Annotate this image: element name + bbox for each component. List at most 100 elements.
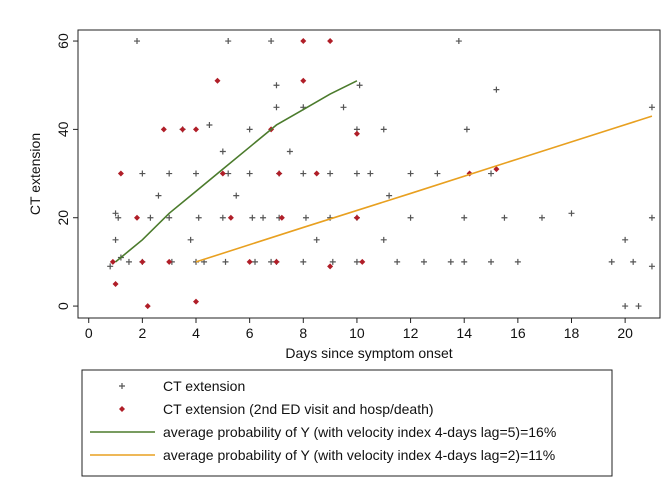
point [273,258,280,265]
point [514,258,521,265]
point [147,214,154,221]
point [278,214,285,221]
point [327,38,334,45]
x-tick-label: 10 [349,325,365,341]
point [112,236,119,243]
point [273,104,280,111]
point [493,166,500,173]
point [434,170,441,177]
point [302,214,309,221]
point [246,170,253,177]
point [144,303,151,310]
point [340,104,347,111]
point [300,258,307,265]
point [166,214,173,221]
point [219,148,226,155]
point [353,130,360,137]
point [359,258,366,265]
point [206,121,213,128]
point [260,214,267,221]
x-tick-label: 2 [138,325,146,341]
point [630,258,637,265]
point [622,303,629,310]
point [233,192,240,199]
point [225,38,232,45]
point [219,170,226,177]
point [139,170,146,177]
point [214,77,221,84]
point [455,38,462,45]
trend-line [115,80,358,263]
x-tick-label: 18 [564,325,580,341]
point [635,303,642,310]
x-tick-label: 0 [85,325,93,341]
x-tick-label: 16 [510,325,526,341]
point [134,214,141,221]
x-tick-label: 20 [617,325,633,341]
point [166,170,173,177]
point [648,104,655,111]
point [488,258,495,265]
y-tick-label: 40 [55,121,71,137]
point [268,258,275,265]
point [488,170,495,177]
point [117,170,124,177]
x-tick-label: 14 [456,325,472,341]
point [246,258,253,265]
point [249,214,256,221]
y-axis-label: CT extension [27,133,43,215]
point [356,82,363,89]
point [187,236,194,243]
point [166,258,173,265]
point [112,280,119,287]
point [407,214,414,221]
point [380,126,387,133]
trend-line [195,115,653,263]
point [139,258,146,265]
point [447,258,454,265]
point [420,258,427,265]
point [179,126,186,133]
point [313,236,320,243]
point [222,258,229,265]
y-tick-label: 0 [55,302,71,310]
x-tick-label: 8 [299,325,307,341]
point [501,214,508,221]
point [568,210,575,217]
point [219,214,226,221]
legend-swatch [119,406,125,412]
point [353,170,360,177]
legend-swatch [119,383,125,389]
point [313,170,320,177]
point [327,263,334,270]
point [353,258,360,265]
point [107,263,114,270]
point [160,126,167,133]
point [327,170,334,177]
point [538,214,545,221]
point [622,236,629,243]
point [115,214,122,221]
point [463,126,470,133]
point [112,210,119,217]
point [608,258,615,265]
point [155,192,162,199]
point [461,258,468,265]
point [193,126,200,133]
y-tick-label: 20 [55,210,71,226]
legend-box [81,369,613,477]
point [193,298,200,305]
point [286,148,293,155]
point [353,214,360,221]
x-tick-label: 6 [246,325,254,341]
point [273,82,280,89]
point [407,170,414,177]
x-tick-label: 12 [403,325,419,341]
point [193,170,200,177]
y-tick-label: 60 [55,33,71,49]
point [252,258,259,265]
point [227,214,234,221]
point [300,170,307,177]
point [276,170,283,177]
